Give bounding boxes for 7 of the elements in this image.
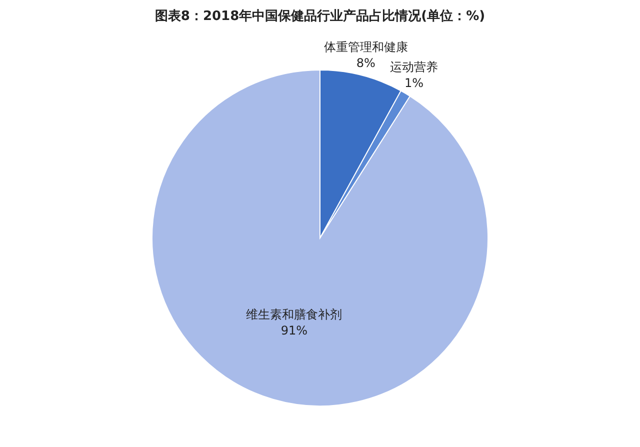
slice-label: 运动营养	[390, 60, 438, 74]
slice-label: 体重管理和健康	[324, 40, 408, 54]
data-label: 91%	[280, 324, 308, 338]
chart-title: 图表8：2018年中国保健品行业产品占比情况(单位：%)	[154, 8, 486, 24]
slice-label: 维生素和膳食补剂	[246, 308, 342, 322]
data-label: 1%	[404, 76, 424, 90]
data-label: 8%	[356, 56, 376, 70]
